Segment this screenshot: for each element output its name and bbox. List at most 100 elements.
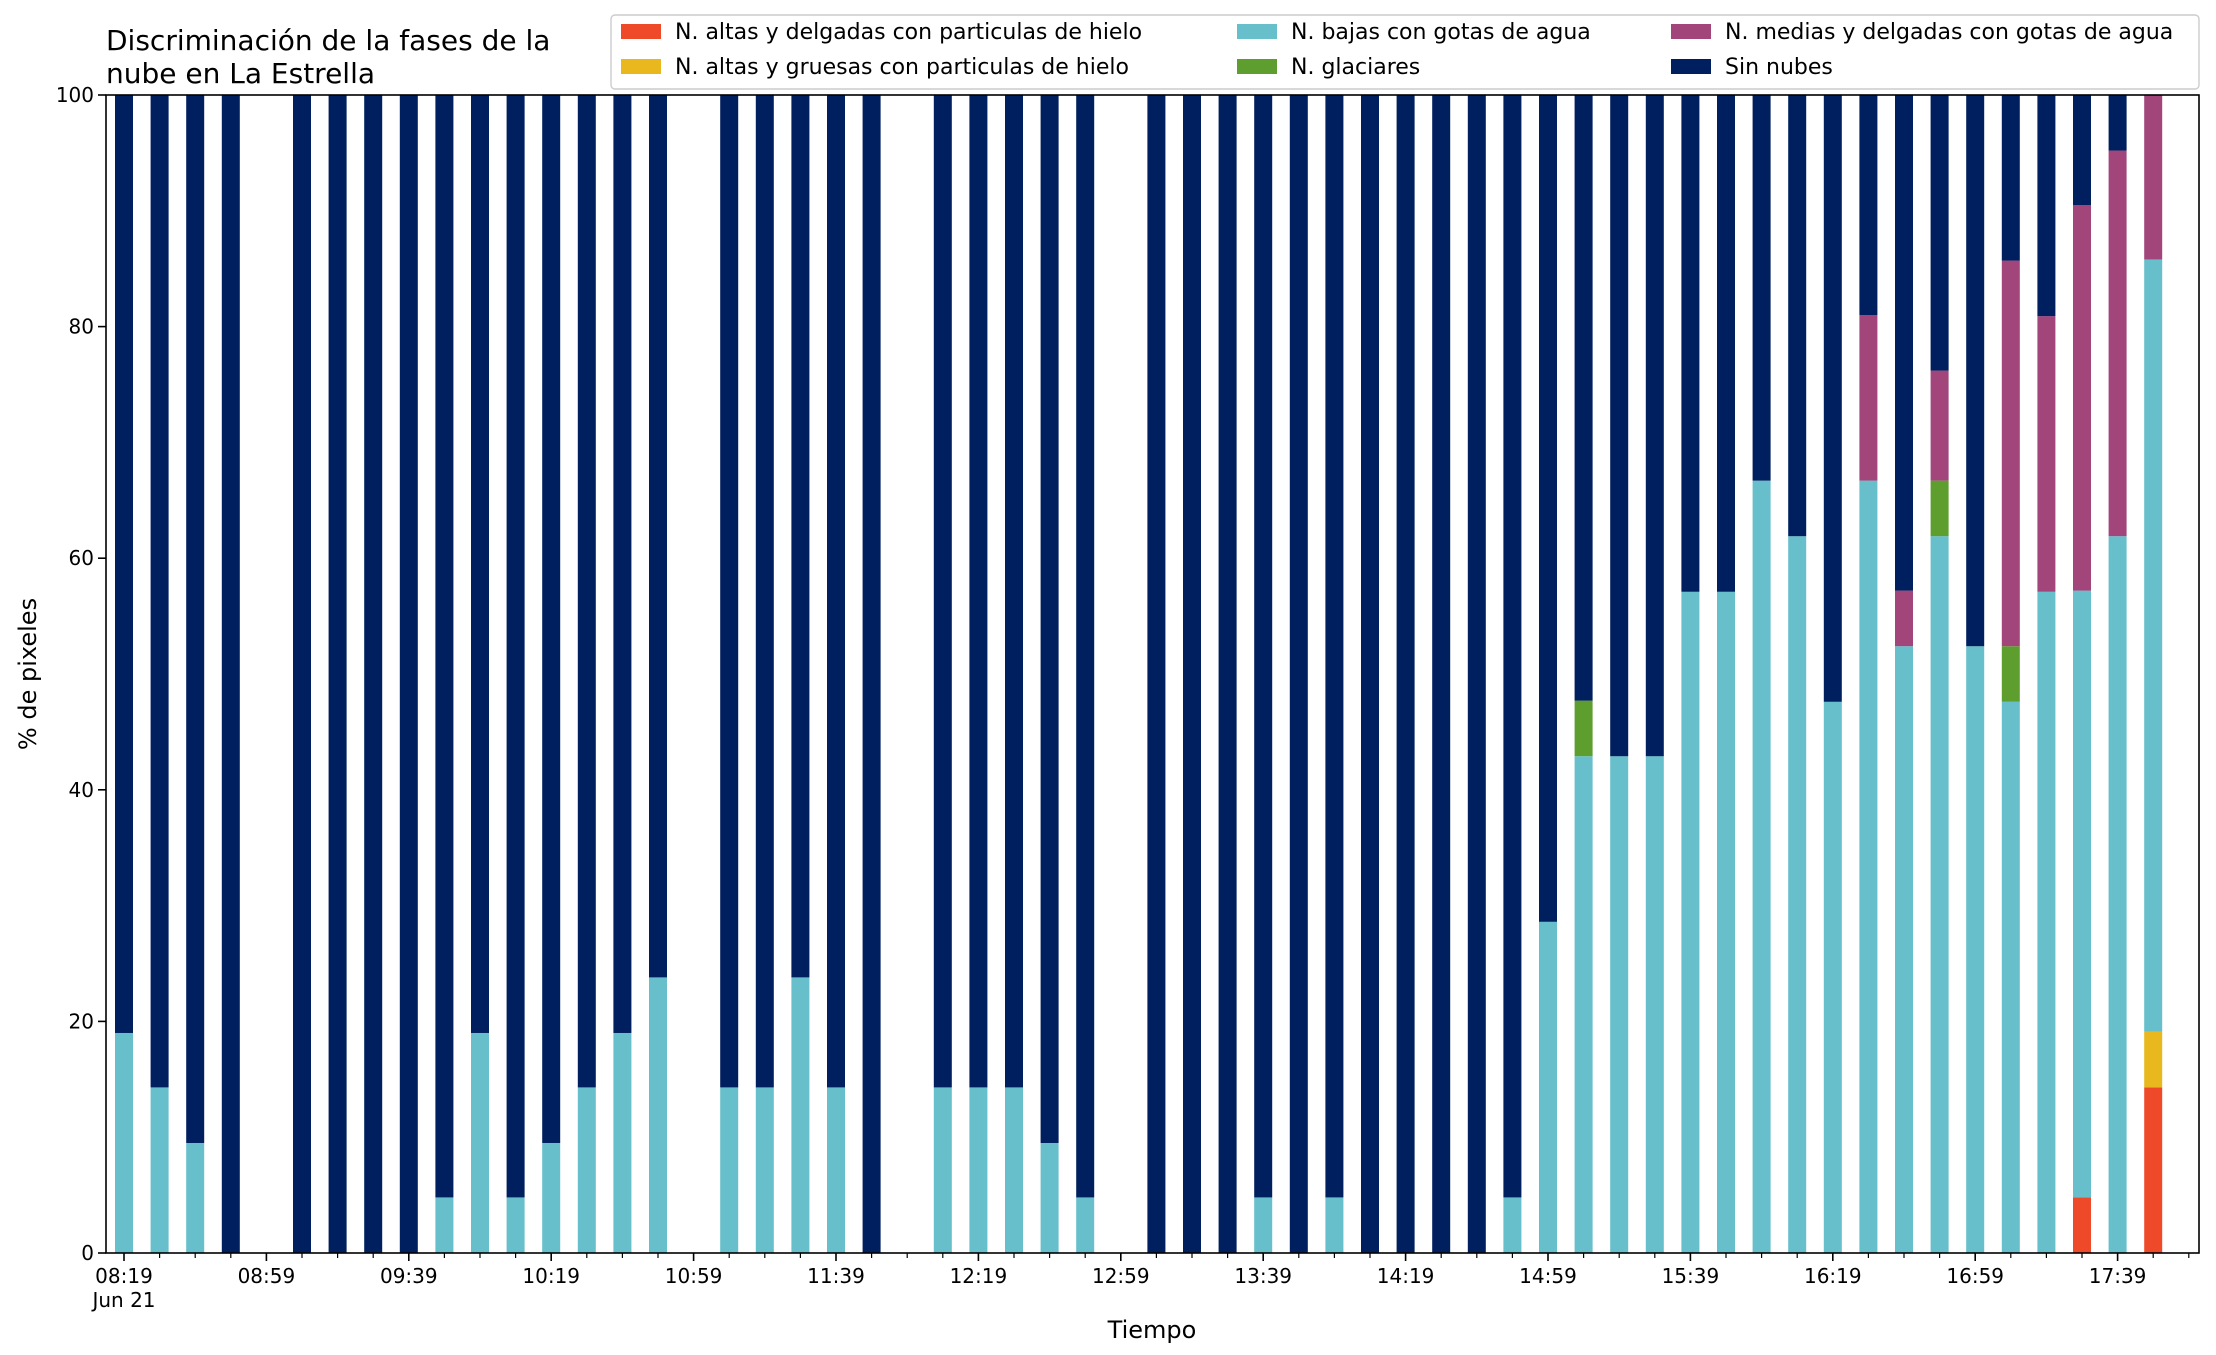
bar-segment (1895, 590, 1913, 647)
x-tick-label: 12:19 (950, 1264, 1008, 1288)
bar-segment (1788, 536, 1807, 1253)
bar-segment (720, 1087, 739, 1253)
legend-swatch (621, 59, 661, 74)
bar-segment (2073, 590, 2091, 1198)
bar-segment (506, 1197, 525, 1253)
legend-label: Sin nubes (1725, 55, 1833, 80)
x-tick-label: 14:59 (1519, 1264, 1577, 1288)
bar-segment (1005, 1087, 1023, 1253)
y-tick-label: 100 (56, 83, 94, 107)
x-tick-label: 12:59 (1092, 1264, 1150, 1288)
bar-segment (1681, 95, 1700, 592)
bar-segment (1717, 95, 1735, 592)
bar-segment (1930, 95, 1949, 371)
legend-swatch (1671, 24, 1711, 39)
bar-segment (1147, 95, 1166, 1253)
bar-segment (1467, 95, 1486, 1253)
x-tick-label: 16:59 (1946, 1264, 2004, 1288)
bar-segment (1610, 756, 1629, 1253)
bar-segment (2144, 1087, 2163, 1253)
bar-segment (969, 95, 988, 1088)
bar-segment (1218, 95, 1237, 1253)
bar-segment (791, 95, 810, 978)
bar-segment (649, 95, 667, 978)
bar-segment (933, 95, 952, 1088)
bar-segment (2037, 316, 2056, 592)
bar-segment (2144, 259, 2163, 1032)
bar-segment (2073, 95, 2091, 206)
bar-segment (1254, 1197, 1273, 1253)
bar-segment (2073, 205, 2091, 591)
bar-segment (1432, 95, 1451, 1253)
bar-segment (435, 95, 454, 1198)
bar-segment (755, 95, 774, 1088)
bar-segment (1183, 95, 1201, 1253)
legend: N. altas y delgadas con particulas de hi… (610, 14, 2200, 90)
bar-segment (1645, 756, 1664, 1253)
legend-swatch (1237, 59, 1277, 74)
bar-segment (364, 95, 383, 1253)
bar-segment (969, 1087, 988, 1253)
bar-segment (2144, 1031, 2163, 1088)
bar-segment (150, 1087, 169, 1253)
bar-segment (471, 1032, 489, 1253)
bar-segment (577, 95, 596, 1088)
x-tick-label: 08:59 (238, 1264, 296, 1288)
bar-segment (2037, 591, 2056, 1253)
bar-segment (1859, 315, 1878, 481)
bar-segment (1040, 1142, 1059, 1253)
legend-label: N. medias y delgadas con gotas de agua (1725, 20, 2173, 45)
bar-segment (1076, 1197, 1095, 1253)
bar-segment (1610, 95, 1629, 757)
bar-segment (506, 95, 525, 1198)
bar-segment (1040, 95, 1059, 1143)
x-tick-label: 16:19 (1804, 1264, 1862, 1288)
bar-segment (613, 95, 632, 1033)
bar-segment (2037, 95, 2056, 317)
bar-segment (293, 95, 311, 1253)
plot-area-frame (105, 94, 2200, 1254)
legend-frame (610, 14, 2200, 90)
bar-segment (933, 1087, 952, 1253)
bar-segment (1966, 646, 1985, 1253)
bar-segment (2073, 1197, 2091, 1253)
chart-title-line-2: nube en La Estrella (106, 57, 375, 90)
bar-segment (1503, 95, 1522, 1198)
bar-segment (827, 95, 845, 1088)
bar-segment (720, 95, 739, 1088)
bar-segment (755, 1087, 774, 1253)
bar-segment (1966, 95, 1985, 647)
bar-segment (1930, 536, 1949, 1253)
bar-segment (2108, 536, 2127, 1253)
bar-segment (1752, 95, 1771, 481)
bar-segment (613, 1032, 632, 1253)
bar-segment (1788, 95, 1807, 537)
bar-segment (399, 95, 418, 1253)
bar-segment (791, 977, 810, 1253)
bar-segment (1325, 1197, 1344, 1253)
bar-segment (542, 1142, 561, 1253)
bar-segment (1574, 95, 1593, 701)
bar-segment (2108, 95, 2127, 151)
bar-segment (1859, 480, 1878, 1253)
legend-swatch (621, 24, 661, 39)
bar-segment (1859, 95, 1878, 316)
bar-segment (1752, 480, 1771, 1253)
y-axis: 0 20 40 60 80 100 (56, 83, 106, 1265)
bar-segment (542, 95, 561, 1143)
bar-segment (1930, 370, 1949, 481)
y-tick-label: 60 (69, 546, 94, 570)
x-tick-label: 11:39 (807, 1264, 865, 1288)
bar-segment (1396, 95, 1415, 1253)
x-tick-label: 13:39 (1234, 1264, 1292, 1288)
bar-segment (2001, 646, 2020, 702)
bar-segment (1574, 756, 1593, 1253)
bar-segment (186, 95, 205, 1143)
x-tick-label: 09:39 (380, 1264, 438, 1288)
bar-segment (2001, 260, 2020, 647)
bar-segment (150, 95, 169, 1088)
x-tick-label: 08:19 (95, 1264, 153, 1288)
bar-segment (2001, 95, 2020, 261)
